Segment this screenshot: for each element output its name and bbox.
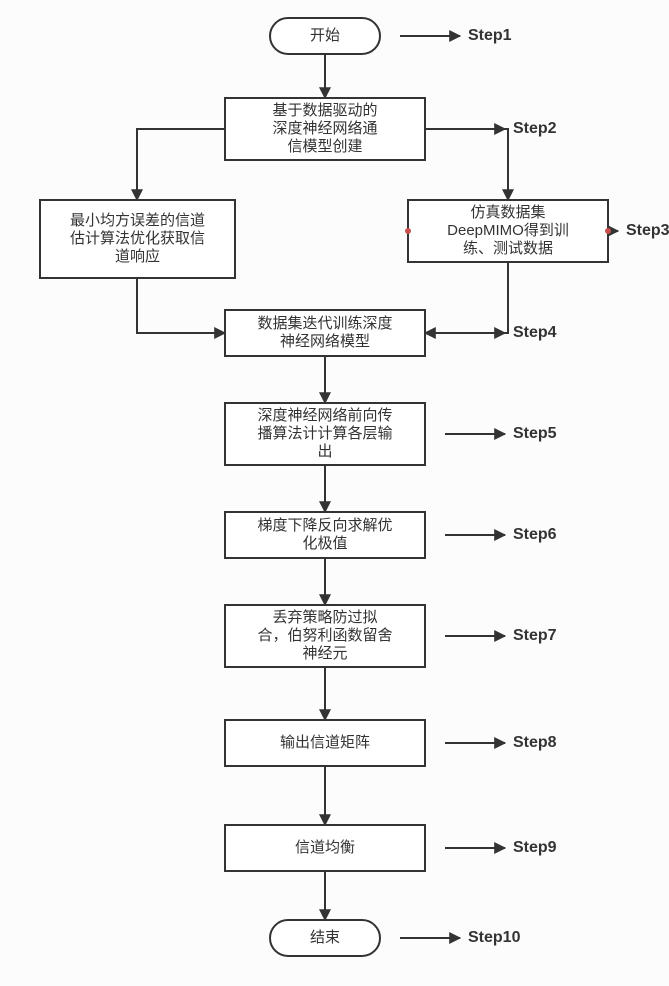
step-label: Step6 xyxy=(513,526,557,543)
node-text: 练、测试数据 xyxy=(463,240,553,257)
node-step2: 基于数据驱动的深度神经网络通信模型创建 xyxy=(225,98,425,160)
node-text: 结束 xyxy=(310,929,340,946)
node-text: DeepMIMO得到训 xyxy=(447,222,569,239)
node-end: 结束 xyxy=(270,920,380,956)
node-step8: 输出信道矩阵 xyxy=(225,720,425,766)
node-step7: 丢弃策略防过拟合，伯努利函数留舍神经元 xyxy=(225,605,425,667)
node-text: 合，伯努利函数留舍 xyxy=(257,627,392,644)
node-text: 仿真数据集 xyxy=(470,203,545,221)
node-text: 道响应 xyxy=(115,247,160,265)
step-label: Step5 xyxy=(513,425,557,442)
step-label: Step2 xyxy=(513,120,557,137)
node-text: 深度神经网络通 xyxy=(272,120,377,137)
node-text: 梯度下降反向求解优 xyxy=(257,517,392,534)
node-step5: 深度神经网络前向传播算法计计算各层输出 xyxy=(225,403,425,465)
node-step3r: 仿真数据集DeepMIMO得到训练、测试数据 xyxy=(405,200,611,262)
step-label: Step10 xyxy=(468,929,521,946)
step-label: Step8 xyxy=(513,734,557,751)
node-text: 化极值 xyxy=(302,535,347,552)
node-text: 数据集迭代训练深度 xyxy=(257,315,392,332)
node-text: 输出信道矩阵 xyxy=(280,734,370,751)
node-text: 信模型创建 xyxy=(287,138,362,155)
node-start: 开始 xyxy=(270,18,380,54)
node-text: 神经网络模型 xyxy=(280,333,370,350)
node-text: 开始 xyxy=(310,27,340,44)
node-text: 深度神经网络前向传 xyxy=(257,407,392,424)
step-label: Step9 xyxy=(513,839,557,856)
node-text: 神经元 xyxy=(302,645,347,662)
step-label: Step1 xyxy=(468,27,512,44)
step-label: Step3 xyxy=(626,222,669,239)
node-text: 估计算法优化获取信 xyxy=(70,229,205,247)
node-step4: 数据集迭代训练深度神经网络模型 xyxy=(225,310,425,356)
step-label: Step7 xyxy=(513,627,557,644)
node-text: 最小均方误差的信道 xyxy=(70,212,205,229)
node-step6: 梯度下降反向求解优化极值 xyxy=(225,512,425,558)
node-step9: 信道均衡 xyxy=(225,825,425,871)
step-label: Step4 xyxy=(513,324,557,341)
node-text: 基于数据驱动的 xyxy=(272,102,377,119)
node-text: 信道均衡 xyxy=(295,839,355,856)
node-step3l: 最小均方误差的信道估计算法优化获取信道响应 xyxy=(40,200,235,278)
node-text: 出 xyxy=(317,443,332,460)
node-text: 播算法计计算各层输 xyxy=(257,424,392,442)
node-text: 丢弃策略防过拟 xyxy=(272,609,377,626)
